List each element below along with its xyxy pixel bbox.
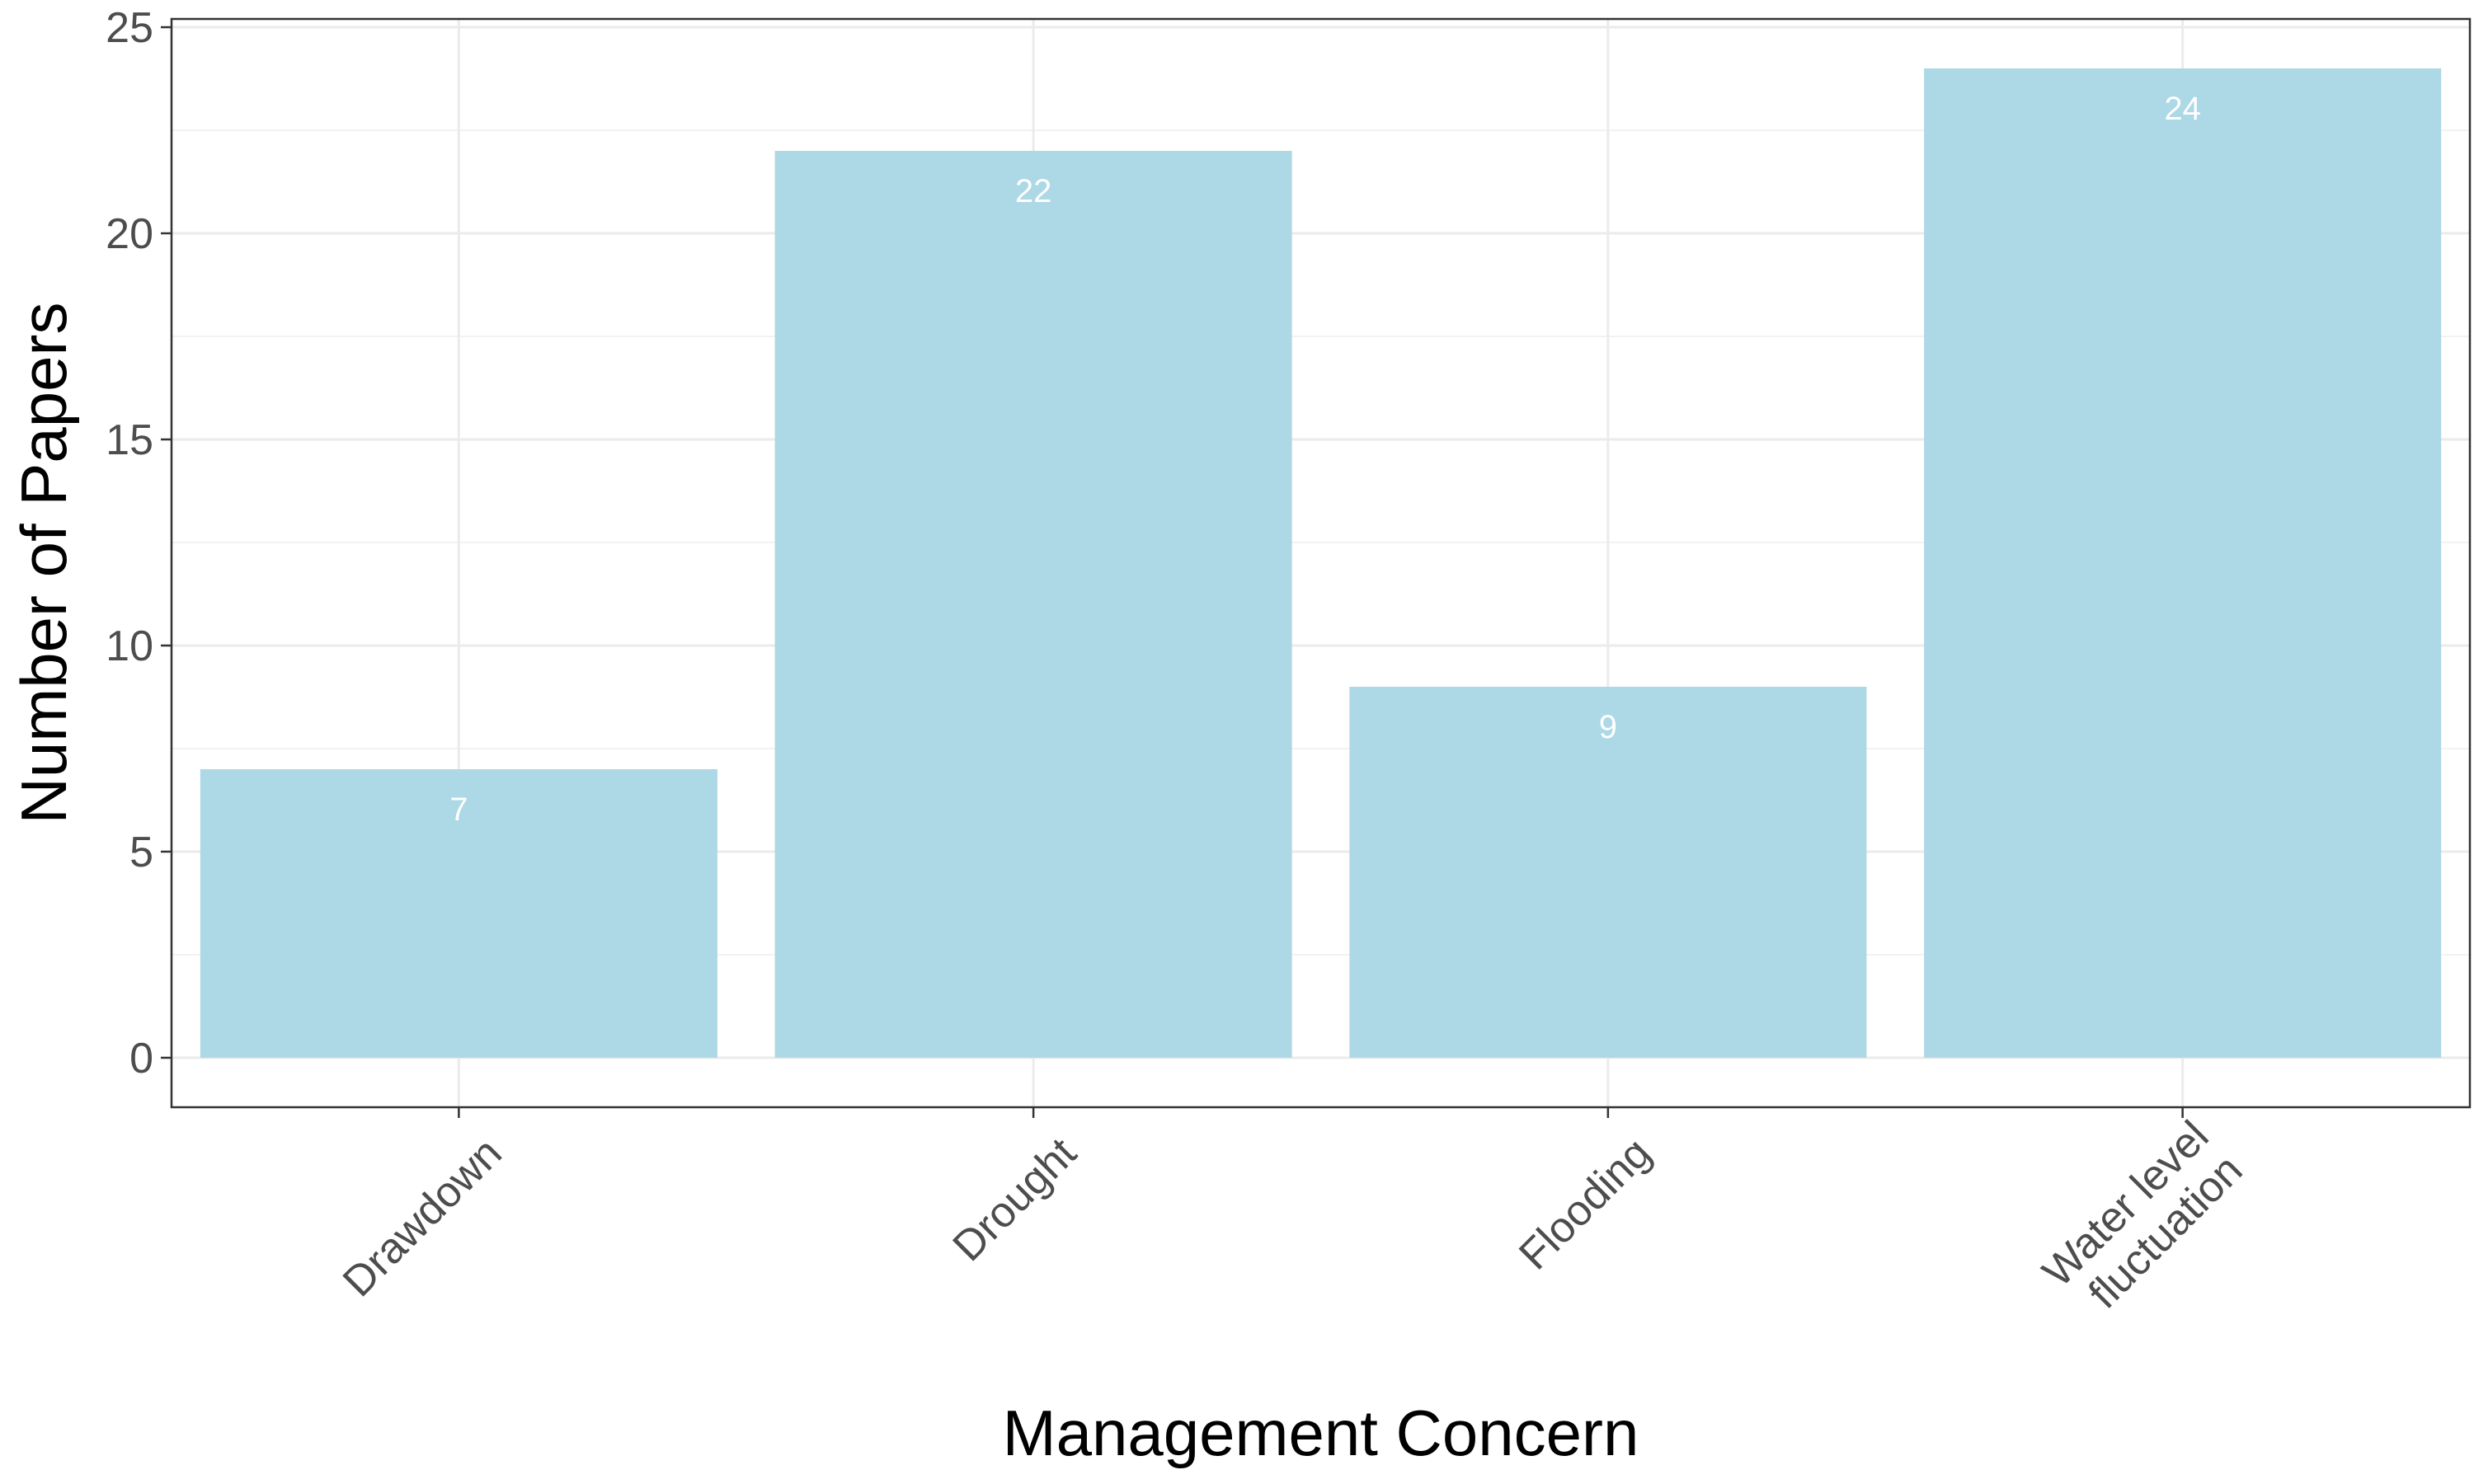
y-tick-label: 10 [106,622,153,670]
y-axis: 0 5 10 15 20 25 [106,4,172,1082]
x-tick-label: Flooding [1510,1129,1660,1279]
bar-value-label: 9 [1599,709,1617,745]
bar [774,151,1292,1058]
y-tick-label: 15 [106,416,153,464]
y-tick-label: 0 [129,1035,153,1082]
x-axis-title: Management Concern [1003,1397,1639,1469]
x-tick-label: Water levelfluctuation [2034,1112,2252,1331]
y-tick-label: 20 [106,210,153,258]
bar [1924,68,2442,1058]
y-axis-title: Number of Papers [7,303,80,824]
x-tick-label: Drought [944,1129,1086,1270]
x-tick-label: Drawdown [334,1129,511,1306]
bars-layer [200,68,2442,1058]
bar [200,769,717,1058]
data-labels-layer: 7 22 9 24 [449,91,2201,828]
y-tick-label: 25 [106,4,153,52]
bar [1349,687,1867,1058]
bar-value-label: 7 [449,791,468,828]
x-axis: Drawdown Drought Flooding Water levelfluctu… [334,1107,2252,1331]
panel-border [170,17,2472,1109]
bar-value-label: 22 [1015,173,1052,209]
bar-value-label: 24 [2164,91,2201,127]
y-tick-label: 5 [129,829,153,876]
